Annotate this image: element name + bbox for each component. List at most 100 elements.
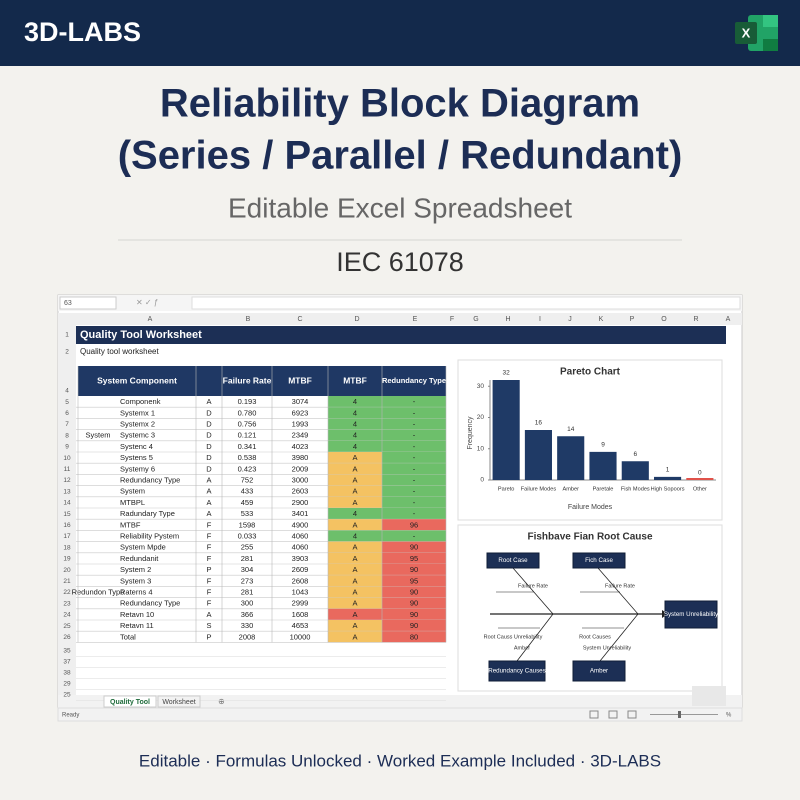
redundancy-cell: [382, 564, 446, 576]
cell: 304: [241, 565, 254, 574]
data-label: 6: [633, 451, 637, 458]
cell: 4023: [292, 442, 309, 451]
column-header: I: [539, 316, 541, 323]
column-header: O: [661, 316, 667, 323]
cell: D: [206, 431, 212, 440]
formula-icons: ✕ ✓ ƒ: [136, 298, 158, 307]
cell: 752: [241, 475, 254, 484]
x-tick-label: High Sopoors: [651, 486, 685, 492]
bar: [557, 436, 585, 480]
cause-box-label: Redundancy Causes: [488, 668, 545, 675]
cell: A: [352, 487, 357, 496]
bone-label: Amber: [514, 645, 530, 651]
redundancy-cell: [382, 631, 446, 643]
x-tick-label: Pareto: [498, 486, 514, 492]
cell: 4: [353, 431, 357, 440]
cell: -: [413, 475, 416, 484]
redundancy-cell: [382, 541, 446, 553]
redundancy-cell: [382, 552, 446, 564]
cell: A: [206, 498, 211, 507]
name-box[interactable]: [59, 296, 117, 310]
formula-input[interactable]: [191, 296, 741, 310]
cell: 1598: [239, 520, 256, 529]
status-cell: [328, 429, 382, 441]
cell: A: [352, 610, 357, 619]
cell: Retavn 10: [120, 610, 154, 619]
redundancy-cell: [382, 586, 446, 598]
cause-box: [572, 660, 626, 682]
cell: 4: [353, 397, 357, 406]
cell: 2999: [292, 599, 309, 608]
cell: -: [413, 498, 416, 507]
cell: 300: [241, 599, 254, 608]
cell: Systemc 3: [120, 431, 155, 440]
cell: System 3: [120, 576, 151, 585]
sheet-tab[interactable]: [103, 695, 157, 708]
cell: D: [206, 453, 212, 462]
brand: 3D-LABS: [24, 17, 141, 47]
cell: D: [206, 408, 212, 417]
cell: System: [120, 487, 145, 496]
row-number: 1: [65, 332, 69, 339]
y-axis-label: Frequency: [467, 416, 474, 450]
sheet-title-band: [76, 326, 726, 344]
redundancy-cell: [382, 519, 446, 531]
bar: [524, 430, 552, 480]
cell: -: [413, 509, 416, 518]
column-header: K: [599, 316, 604, 323]
row-number: 35: [63, 648, 71, 655]
cell: 95: [410, 554, 418, 563]
row-number: 37: [63, 659, 71, 666]
x-tick-label: Paretale: [593, 486, 614, 492]
sheet-title: Quality Tool Worksheet: [80, 329, 202, 341]
row-number: 8: [65, 432, 69, 439]
redundancy-cell: [382, 463, 446, 475]
cell: A: [206, 509, 211, 518]
cell: Redundanit: [120, 554, 159, 563]
redundancy-cell: [382, 429, 446, 441]
status-cell: [328, 440, 382, 452]
add-sheet[interactable]: ⊕: [218, 697, 225, 706]
cell: -: [413, 487, 416, 496]
cell: 95: [410, 576, 418, 585]
cell: S: [206, 621, 211, 630]
cell: Systemy 6: [120, 464, 155, 473]
row-number: 29: [63, 681, 71, 688]
header-bar: [0, 0, 800, 66]
status-cell: [328, 519, 382, 531]
sheet-tab[interactable]: [157, 695, 201, 708]
bone-label: Failure Rate: [605, 583, 635, 589]
row-header-bar: [58, 313, 76, 695]
cell: MTBF: [120, 520, 141, 529]
bone: [516, 613, 554, 662]
redundancy-cell: [382, 485, 446, 497]
cell: -: [413, 419, 416, 428]
x-tick-label: Fish Modes: [621, 486, 650, 492]
column-header: H: [505, 316, 510, 323]
cell: 533: [241, 509, 254, 518]
cell: 3000: [292, 475, 309, 484]
cell: A: [352, 453, 357, 462]
cell: 2609: [292, 565, 309, 574]
cell: 6923: [292, 408, 309, 417]
x-tick-label: Other: [693, 486, 707, 492]
redundancy-cell: [382, 418, 446, 430]
cell: A: [352, 565, 357, 574]
data-label: 9: [601, 442, 605, 449]
cell: 281: [241, 554, 254, 563]
cell: 4: [353, 509, 357, 518]
redundancy-cell: [382, 396, 446, 408]
row-number: 19: [63, 556, 71, 563]
cell: 1043: [292, 587, 309, 596]
row-number: 9: [65, 444, 69, 451]
cell: 0.033: [238, 531, 257, 540]
status-cell: [328, 631, 382, 643]
cell: Systens 5: [120, 453, 153, 462]
cell: 4060: [292, 543, 309, 552]
cell: Retavn 11: [120, 621, 154, 630]
row-number: 10: [63, 455, 71, 462]
bar: [492, 380, 520, 480]
redundancy-cell: [382, 620, 446, 632]
